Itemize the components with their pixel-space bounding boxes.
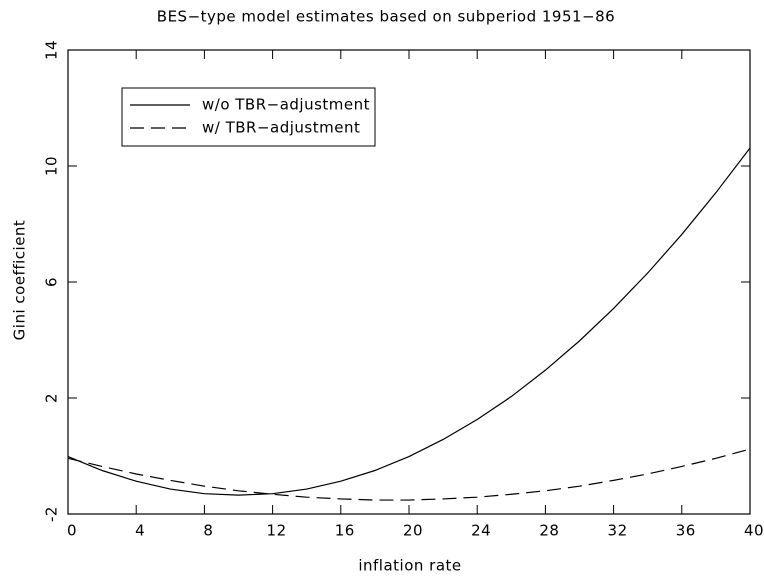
chart-title: BES−type model estimates based on subper… (157, 8, 615, 26)
x-tick-label: 8 (203, 522, 213, 540)
x-tick-label: 32 (608, 522, 628, 540)
x-tick-label: 16 (335, 522, 355, 540)
x-axis-label: inflation rate (358, 557, 461, 575)
x-tick-label: 28 (539, 522, 559, 540)
legend-label: w/o TBR−adjustment (202, 96, 370, 114)
x-tick-label: 36 (676, 522, 696, 540)
x-tick-label: 12 (267, 522, 287, 540)
y-tick-label: 2 (43, 393, 61, 403)
x-tick-label: 0 (67, 522, 77, 540)
x-tick-label: 4 (135, 522, 145, 540)
y-axis-label: Gini coefficient (11, 220, 29, 341)
line-series (67, 448, 751, 501)
legend-box (121, 87, 376, 147)
legend-label: w/ TBR−adjustment (202, 119, 360, 137)
y-tick-label: 6 (43, 277, 61, 287)
x-tick-label: 40 (744, 522, 764, 540)
y-tick-label: 14 (43, 40, 61, 60)
x-tick-label: 24 (471, 522, 491, 540)
x-tick-label: 20 (403, 522, 423, 540)
y-tick-label: -2 (43, 506, 61, 522)
line-series (67, 147, 751, 496)
y-tick-label: 10 (43, 156, 61, 176)
